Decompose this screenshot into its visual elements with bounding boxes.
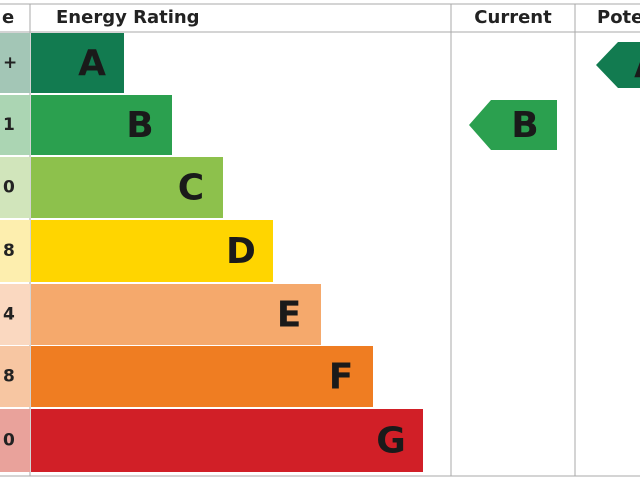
rating-bar: [31, 220, 273, 282]
score-cell: [0, 33, 30, 93]
rating-header: Energy Rating: [56, 7, 200, 28]
score-text: 4: [3, 305, 15, 325]
rating-letter: D: [226, 231, 256, 272]
current-letter: B: [511, 105, 538, 146]
rating-bar: [31, 284, 321, 345]
potential-arrow: [596, 42, 640, 88]
score-text: 0: [3, 178, 15, 198]
score-text: 8: [3, 367, 15, 387]
score-cell: [0, 346, 30, 407]
rating-bar: [31, 95, 172, 155]
score-cell: [0, 95, 30, 155]
rating-bar: [31, 157, 223, 218]
score-cell: [0, 220, 30, 282]
rating-bar: [31, 33, 124, 93]
score-text: 1: [3, 115, 15, 135]
score-cell: [0, 157, 30, 218]
rating-letter: E: [277, 295, 302, 336]
score-cell: [0, 284, 30, 345]
rating-letter: B: [126, 105, 153, 146]
current-arrow: [469, 100, 557, 150]
score-text: 8: [3, 241, 15, 261]
rating-letter: A: [78, 43, 106, 84]
score-header: e: [2, 7, 14, 28]
score-cell: [0, 409, 30, 472]
current-header: Current: [474, 7, 552, 28]
score-text: 0: [3, 431, 15, 451]
rating-letter: F: [329, 357, 354, 398]
rating-letter: G: [376, 421, 406, 462]
potential-header: Pote: [597, 7, 640, 28]
rating-letter: C: [178, 168, 204, 209]
rating-bar: [31, 346, 373, 407]
rating-bar: [31, 409, 423, 472]
score-text: +: [3, 53, 17, 73]
potential-letter: A: [634, 45, 640, 86]
